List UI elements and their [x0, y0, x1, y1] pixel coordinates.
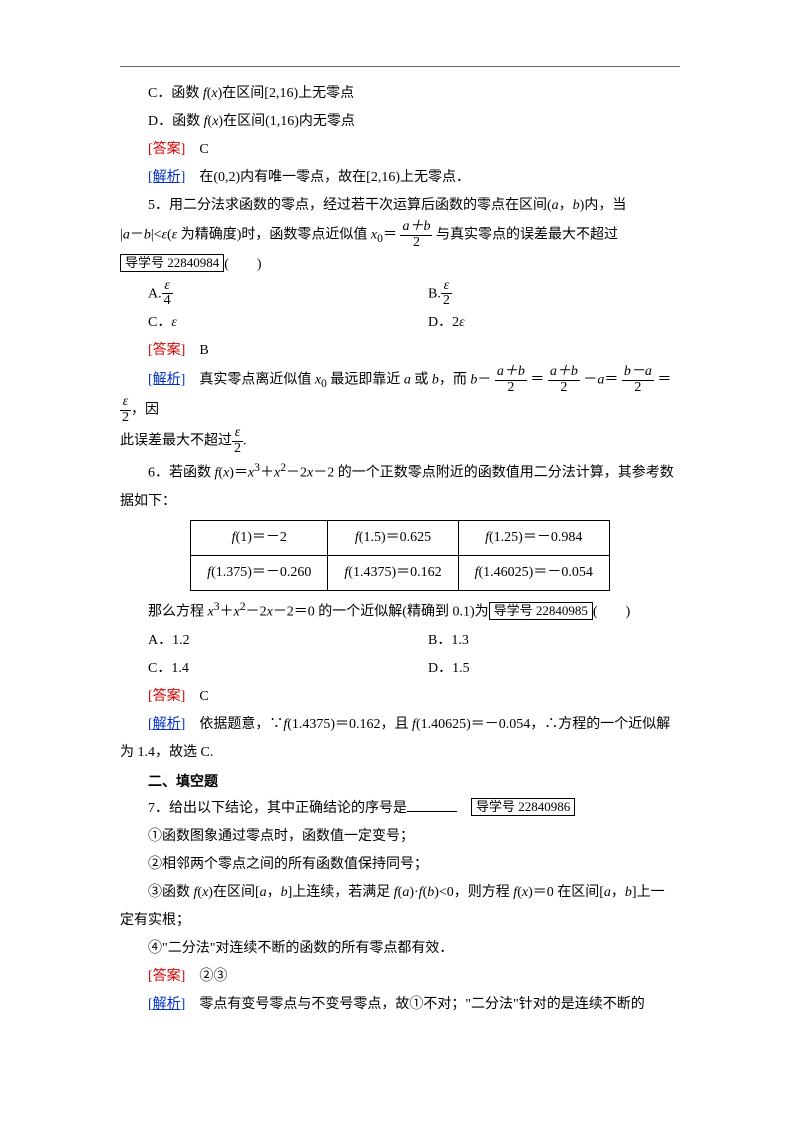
q5-row-cd: C．ε D．2ε: [120, 309, 680, 337]
q6-opt-c: C．1.4: [120, 655, 400, 683]
q5-row-ab: A.ε4 B.ε2: [120, 279, 680, 309]
q5-opt-b: B.ε2: [400, 279, 452, 309]
q6-row-cd: C．1.4 D．1.5: [120, 655, 680, 683]
section-2-title: 二、填空题: [120, 767, 680, 795]
q5-answer: [答案] B: [120, 337, 680, 365]
q6-stem-1: 6．若函数 f(x)＝x3＋x2－2x－2 的一个正数零点附近的函数值用二分法计…: [120, 456, 680, 488]
q6-opt-d: D．1.5: [400, 655, 470, 683]
guide-id-box: 导学号 22840985: [489, 602, 593, 621]
frac-ab2: a＋b2: [400, 220, 432, 250]
q6-answer: [答案] C: [120, 683, 680, 711]
q7-answer: [答案] ②③: [120, 963, 680, 991]
q7-s4: ④"二分法"对连续不断的函数的所有零点都有效．: [120, 935, 680, 963]
analysis-label: [解析]: [148, 170, 185, 185]
q4-answer-value: C: [199, 142, 208, 157]
q5-analysis-1: [解析] 真实零点离近似值 x0 最远即靠近 a 或 b，而 b－ a＋b2 ＝…: [120, 365, 680, 426]
q6-analysis-1: [解析] 依据题意，∵f(1.4375)＝0.162，且 f(1.40625)＝…: [120, 711, 680, 739]
answer-label: [答案]: [148, 142, 185, 157]
q6-opt-a: A．1.2: [120, 627, 400, 655]
table-cell: f(1.4375)＝0.162: [328, 555, 458, 590]
table-cell: f(1.46025)＝－0.054: [458, 555, 609, 590]
q5-opt-a: A.ε4: [120, 279, 400, 309]
q6-analysis-2: 为 1.4，故选 C.: [120, 739, 680, 767]
q6-stem-3: 那么方程 x3＋x2－2x－2＝0 的一个近似解(精确到 0.1)为导学号 22…: [120, 595, 680, 627]
q6-stem-2: 据如下：: [120, 488, 680, 516]
q5-opt-d: D．2ε: [400, 309, 465, 337]
table-cell: f(1.5)＝0.625: [328, 520, 458, 555]
q6-table: f(1)＝－2 f(1.5)＝0.625 f(1.25)＝－0.984 f(1.…: [190, 520, 610, 591]
page: C．函数 f(x)在区间[2,16)上无零点 D．函数 f(x)在区间(1,16…: [0, 0, 800, 1132]
q7-analysis: [解析] 零点有变号零点与不变号零点，故①不对；"二分法"针对的是连续不断的: [120, 991, 680, 1019]
q6-row-ab: A．1.2 B．1.3: [120, 627, 680, 655]
q7-s2: ②相邻两个零点之间的所有函数值保持同号；: [120, 851, 680, 879]
q7-stem: 7．给出以下结论，其中正确结论的序号是 导学号 22840986: [120, 795, 680, 823]
q4-answer: [答案] C: [120, 136, 680, 164]
q5-analysis-2: 此误差最大不超过ε2.: [120, 426, 680, 456]
q5-stem-1: 5．用二分法求函数的零点，经过若干次运算后函数的零点在区间(a，b)内，当: [120, 192, 680, 220]
q5-stem-2: |a－b|<ε(ε 为精确度)时，函数零点近似值 x0＝ a＋b2 与真实零点的…: [120, 220, 680, 251]
q4-opt-c: C．函数 f(x)在区间[2,16)上无零点: [120, 80, 680, 108]
q4-analysis: [解析] 在(0,2)内有唯一零点，故在[2,16)上无零点．: [120, 164, 680, 192]
fill-blank[interactable]: [407, 798, 457, 812]
q5-stem-3: 导学号 22840984( ): [120, 251, 680, 279]
guide-id-box: 导学号 22840986: [471, 798, 575, 817]
top-rule: [120, 66, 680, 67]
q4-opt-d: D．函数 f(x)在区间(1,16)内无零点: [120, 108, 680, 136]
q7-s1: ①函数图象通过零点时，函数值一定变号；: [120, 823, 680, 851]
q4-analysis-text: 在(0,2)内有唯一零点，故在[2,16)上无零点．: [199, 170, 470, 185]
q7-s3-1: ③函数 f(x)在区间[a，b]上连续，若满足 f(a)·f(b)<0，则方程 …: [120, 879, 680, 907]
guide-id-box: 导学号 22840984: [120, 254, 224, 273]
table-cell: f(1.375)＝－0.260: [191, 555, 328, 590]
paren-blank: ( ): [224, 257, 261, 272]
table-cell: f(1.25)＝－0.984: [458, 520, 609, 555]
q6-opt-b: B．1.3: [400, 627, 469, 655]
q5-opt-c: C．ε: [120, 309, 400, 337]
q7-s3-2: 定有实根；: [120, 907, 680, 935]
table-cell: f(1)＝－2: [191, 520, 328, 555]
